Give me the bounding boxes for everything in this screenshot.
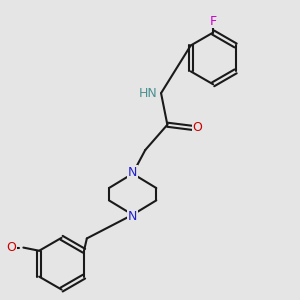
Text: F: F bbox=[210, 15, 217, 28]
Text: HN: HN bbox=[139, 87, 158, 100]
Text: N: N bbox=[128, 166, 137, 178]
Text: O: O bbox=[7, 241, 16, 254]
Text: N: N bbox=[128, 210, 137, 223]
Text: O: O bbox=[192, 122, 202, 134]
